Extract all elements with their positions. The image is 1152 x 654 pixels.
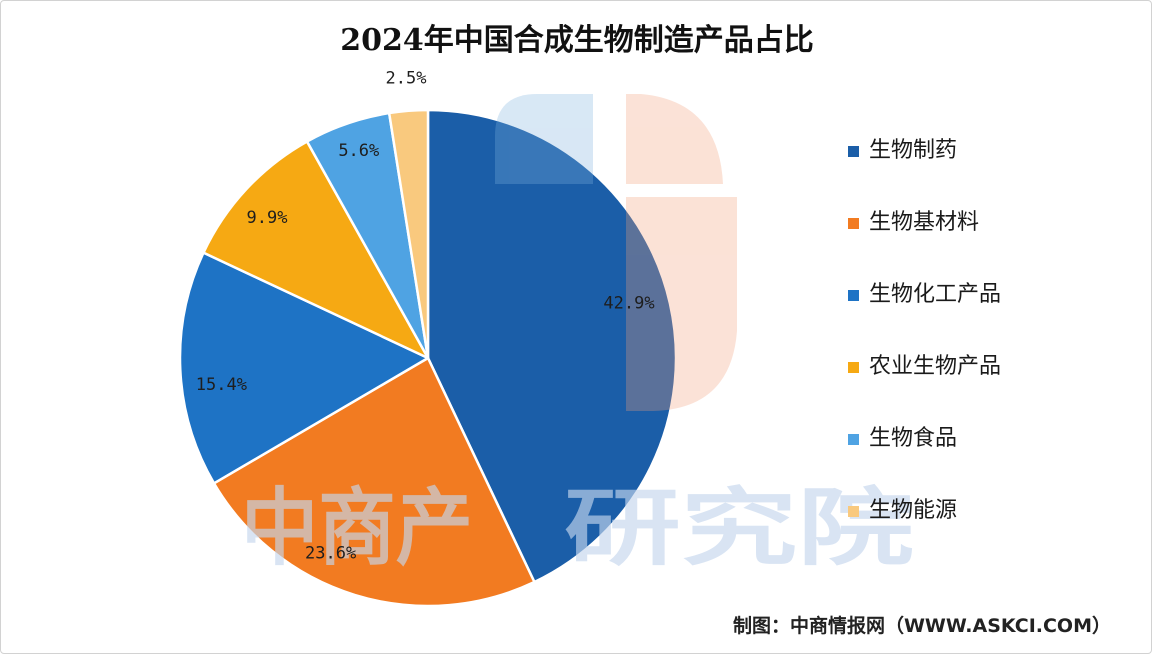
watermark-text-left: 中商产 <box>241 479 473 577</box>
logo-quadrant-top-right <box>626 94 723 184</box>
pie-slice-3 <box>178 251 430 485</box>
data-label-1: 42.9% <box>603 293 654 313</box>
pie-slices <box>178 108 678 608</box>
legend-item-6: 生物能源 <box>848 493 1001 529</box>
legend-label-3: 生物化工产品 <box>869 282 1002 307</box>
legend-label-6: 生物能源 <box>869 498 958 523</box>
legend: 生物制药 生物基材料 生物化工产品 农业生物产品 生物食品 生物能源 <box>848 133 1001 565</box>
legend-item-1: 生物制药 <box>848 133 1001 169</box>
legend-swatch-3 <box>848 289 859 301</box>
data-labels: 42.9% 23.6% 15.4% 9.9% 5.6% 2.5% <box>196 69 655 564</box>
logo-quadrant-bottom-right <box>626 197 737 411</box>
logo-quadrant-top-left <box>495 94 593 184</box>
pie-slice-4 <box>202 140 430 360</box>
legend-item-3: 生物化工产品 <box>848 277 1001 313</box>
legend-label-4: 农业生物产品 <box>869 354 1002 379</box>
legend-swatch-2 <box>848 217 859 229</box>
legend-item-2: 生物基材料 <box>848 205 1001 241</box>
legend-item-5: 生物食品 <box>848 421 1001 457</box>
data-label-6: 2.5% <box>386 69 427 89</box>
legend-label-1: 生物制药 <box>869 138 958 163</box>
watermark-text-right: 研究院 <box>564 479 914 577</box>
data-label-4: 9.9% <box>247 208 288 228</box>
legend-swatch-1 <box>848 145 859 157</box>
data-label-5: 5.6% <box>338 141 379 161</box>
legend-swatch-5 <box>848 433 859 445</box>
chart-title: 2024年中国合成生物制造产品占比 <box>340 23 814 58</box>
pie-slice-6 <box>387 108 430 360</box>
legend-swatch-4 <box>848 361 859 373</box>
legend-item-4: 农业生物产品 <box>848 349 1001 385</box>
source-note: 制图：中商情报网（WWW.ASKCI.COM） <box>732 615 1111 637</box>
legend-swatch-6 <box>848 505 859 517</box>
data-label-2: 23.6% <box>305 543 356 563</box>
legend-label-5: 生物食品 <box>869 426 958 451</box>
pie-slice-1 <box>426 108 678 584</box>
company-logo-icon <box>495 94 737 411</box>
legend-label-2: 生物基材料 <box>869 210 980 235</box>
data-label-3: 15.4% <box>196 375 247 395</box>
pie-slice-2 <box>212 356 536 608</box>
